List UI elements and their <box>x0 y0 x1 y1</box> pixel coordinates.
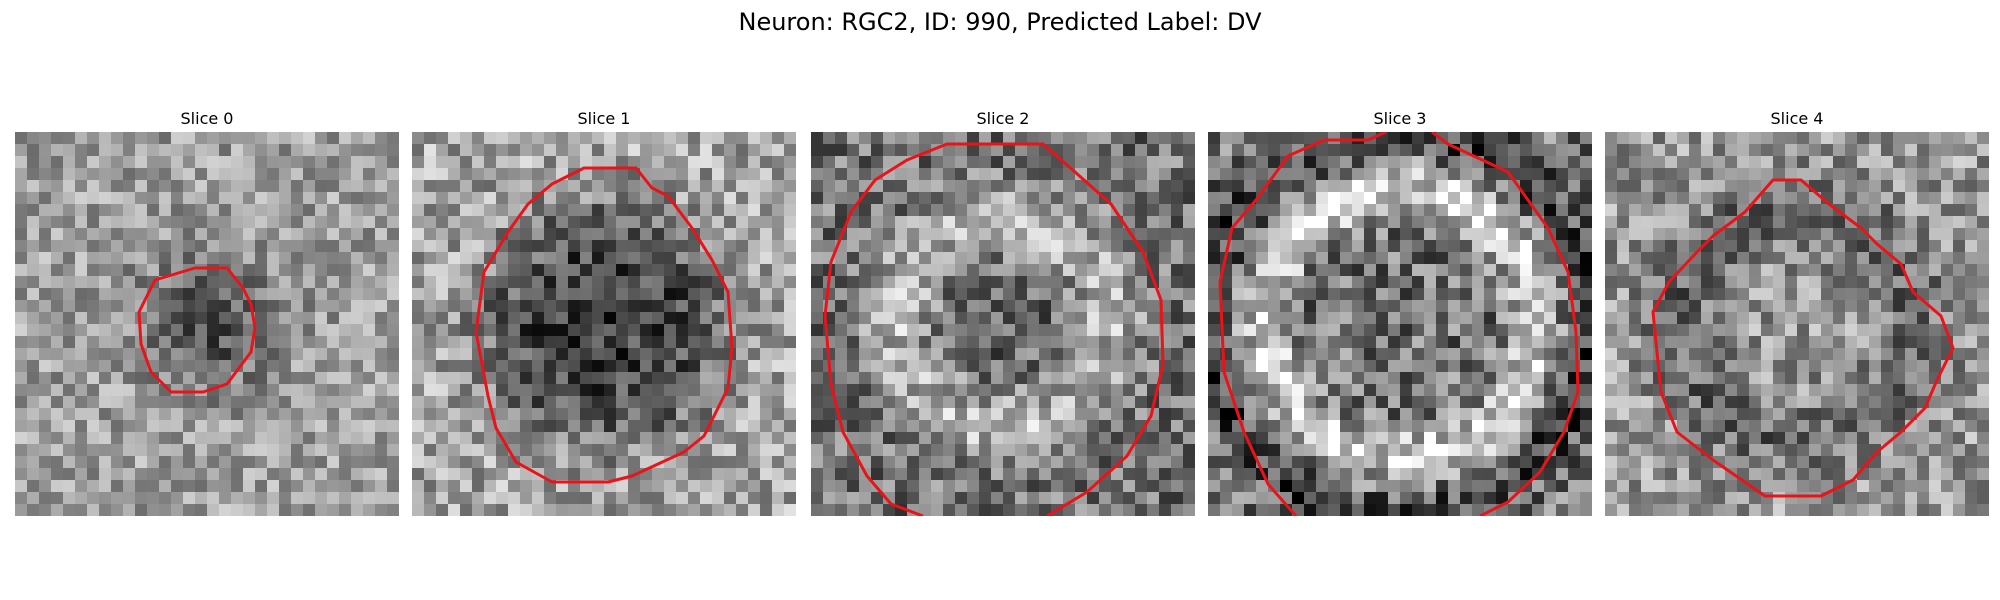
slice-panel-3: Slice 3 <box>1208 108 1592 516</box>
contour-0 <box>137 266 257 394</box>
slice-panel-1: Slice 1 <box>412 108 796 516</box>
slice-image-2 <box>811 132 1195 516</box>
contour-2 <box>823 142 1165 516</box>
slice-title-4: Slice 4 <box>1770 109 1824 128</box>
slice-title-0: Slice 0 <box>180 109 234 128</box>
slice-image-4 <box>1605 132 1989 516</box>
slice-image-0 <box>15 132 399 516</box>
slice-title-1: Slice 1 <box>577 109 631 128</box>
figure-title: Neuron: RGC2, ID: 990, Predicted Label: … <box>738 8 1262 36</box>
slice-image-1 <box>412 132 796 516</box>
slice-title-2: Slice 2 <box>976 109 1030 128</box>
slice-image-3 <box>1208 132 1592 516</box>
slice-panel-2: Slice 2 <box>811 108 1195 516</box>
contour-3-right <box>1431 132 1580 516</box>
slice-panel-0: Slice 0 <box>15 108 399 516</box>
contour-4 <box>1651 178 1955 498</box>
contour-3 <box>1218 132 1387 516</box>
contour-1 <box>474 166 734 484</box>
slice-panel-4: Slice 4 <box>1605 108 1989 516</box>
slice-title-3: Slice 3 <box>1373 109 1427 128</box>
